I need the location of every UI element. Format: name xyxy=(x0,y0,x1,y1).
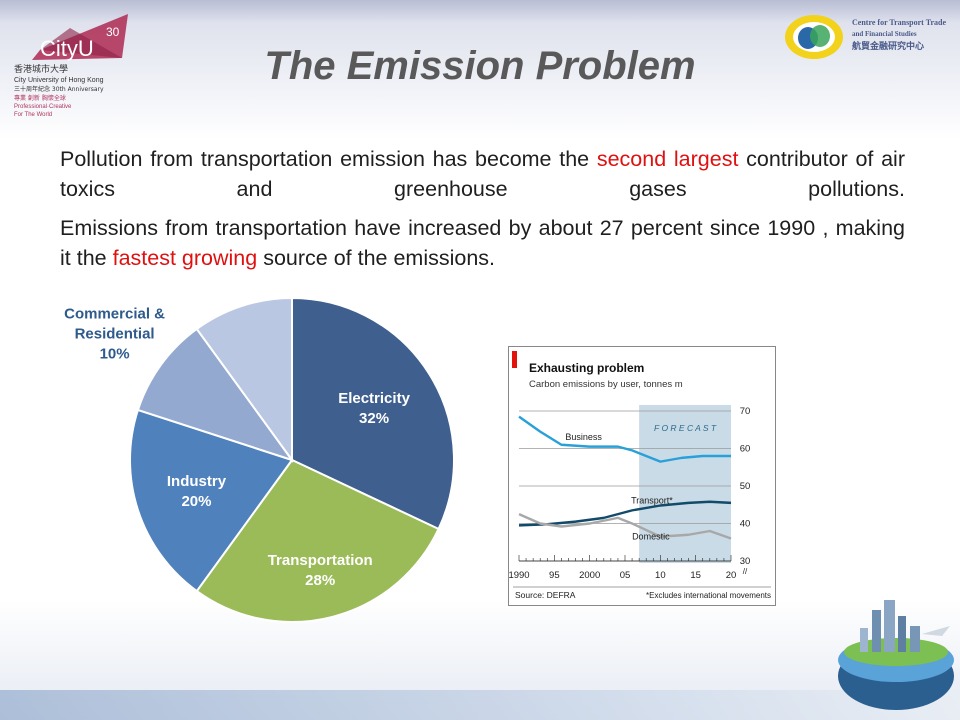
y-tick-label: 30 xyxy=(740,556,751,567)
emissions-pie-chart: Electricity 32% Transportation 28% Industry 2… xyxy=(64,296,455,623)
pie-slice-agriculture xyxy=(195,296,293,464)
pie-value-label: 20% xyxy=(181,493,211,510)
x-tick-label: 05 xyxy=(620,570,631,581)
cityu-logo-line5: Professional·Creative xyxy=(14,104,72,110)
series-label-domestic: Domestic xyxy=(632,532,670,542)
line-chart-title: Exhausting problem xyxy=(529,361,644,375)
x-tick-label: 1990 xyxy=(508,570,529,581)
p2-highlight-fastest: fastest xyxy=(112,246,176,270)
cityu-logo: CityU 30 香港城市大學 City University of Hong … xyxy=(14,14,128,118)
cityu-logo-line1: 香港城市大學 xyxy=(14,63,68,75)
red-tag xyxy=(512,351,517,368)
line-chart-subtitle: Carbon emissions by user, tonnes m xyxy=(529,379,683,390)
forecast-region xyxy=(639,405,731,563)
pie-value-label: 32% xyxy=(359,410,389,427)
series-label-business: Business xyxy=(565,432,602,442)
series-line-domestic xyxy=(518,513,732,540)
series-line-transport xyxy=(518,500,732,527)
axis-break: // xyxy=(743,567,748,576)
y-tick-label: 50 xyxy=(740,481,751,492)
pie-slice-electricity xyxy=(291,296,455,531)
pie-category-label: Residential xyxy=(75,325,155,342)
pie-category-label: Electricity xyxy=(338,390,410,407)
p2-highlight-growing: growing xyxy=(181,246,258,270)
pie-slice-transportation xyxy=(195,458,440,623)
pie-label-2: Industry 20% xyxy=(167,473,227,510)
p1-text-b: contributor of air toxics and greenhouse… xyxy=(60,147,905,201)
cityu-logo-line2: City University of Hong Kong xyxy=(14,77,104,84)
p2-text-b: source of the emissions. xyxy=(257,246,496,270)
pie-value-label: 28% xyxy=(305,572,335,589)
pie-label-1: Transportation 28% xyxy=(268,552,373,589)
bottom-band xyxy=(0,690,960,720)
series-label-transport: Transport* xyxy=(631,495,673,505)
p1-text-a: Pollution from transportation emission h… xyxy=(60,147,597,171)
paragraph-2: Emissions from transportation have incre… xyxy=(60,213,905,273)
y-tick-label: 70 xyxy=(740,406,751,417)
chart-footnote: *Excludes international movements xyxy=(646,591,771,600)
pie-value-label: 10% xyxy=(100,345,130,362)
pie-slice-commercial-residential xyxy=(136,327,295,462)
globe-city-graphic xyxy=(838,600,954,710)
cttfs-logo-line1: Centre for Transport Trade xyxy=(852,18,946,27)
x-tick-label: 15 xyxy=(690,570,701,581)
cttfs-logo-line3: 航貿金融研究中心 xyxy=(852,40,924,52)
pie-category-label: Commercial & xyxy=(64,305,165,322)
pie-label-0: Electricity 32% xyxy=(338,390,410,427)
pie-category-label: Industry xyxy=(167,473,227,490)
y-tick-label: 60 xyxy=(740,444,751,455)
pie-category-label: Transportation xyxy=(268,552,373,569)
paragraph-1: Pollution from transportation emission h… xyxy=(60,144,905,204)
cityu-logo-line6: For The World xyxy=(14,112,52,118)
top-band xyxy=(0,0,960,22)
cttfs-logo: Centre for Transport Trade and Financial… xyxy=(785,15,946,59)
x-tick-label: 2000 xyxy=(579,570,600,581)
p2-text-a: Emissions from transportation have incre… xyxy=(60,216,905,270)
page-title: The Emission Problem xyxy=(264,44,696,88)
y-tick-label: 40 xyxy=(740,519,751,530)
x-tick-label: 20 xyxy=(726,570,737,581)
cityu-logo-line4: 專業 創新 胸懷全球 xyxy=(14,94,66,102)
pie-label-3: Commercial & Residential 10% xyxy=(64,305,165,362)
chart-source: Source: DEFRA xyxy=(515,590,576,600)
x-tick-label: 10 xyxy=(655,570,666,581)
exhausting-problem-chart: Exhausting problem Carbon emissions by us… xyxy=(508,346,776,606)
series-line-business xyxy=(518,415,731,463)
x-tick-label: 95 xyxy=(549,570,560,581)
cttfs-logo-line2: and Financial Studies xyxy=(852,30,917,38)
cityu-logo-line3: 三十周年紀念 30th Anniversary xyxy=(14,85,104,93)
cityu-logo-name: CityU xyxy=(40,36,94,61)
p1-highlight: second largest xyxy=(596,147,739,171)
forecast-label: F O R E C A S T xyxy=(654,423,717,433)
cityu-logo-mark: 30 xyxy=(106,25,120,39)
pie-slice-industry xyxy=(129,408,294,593)
